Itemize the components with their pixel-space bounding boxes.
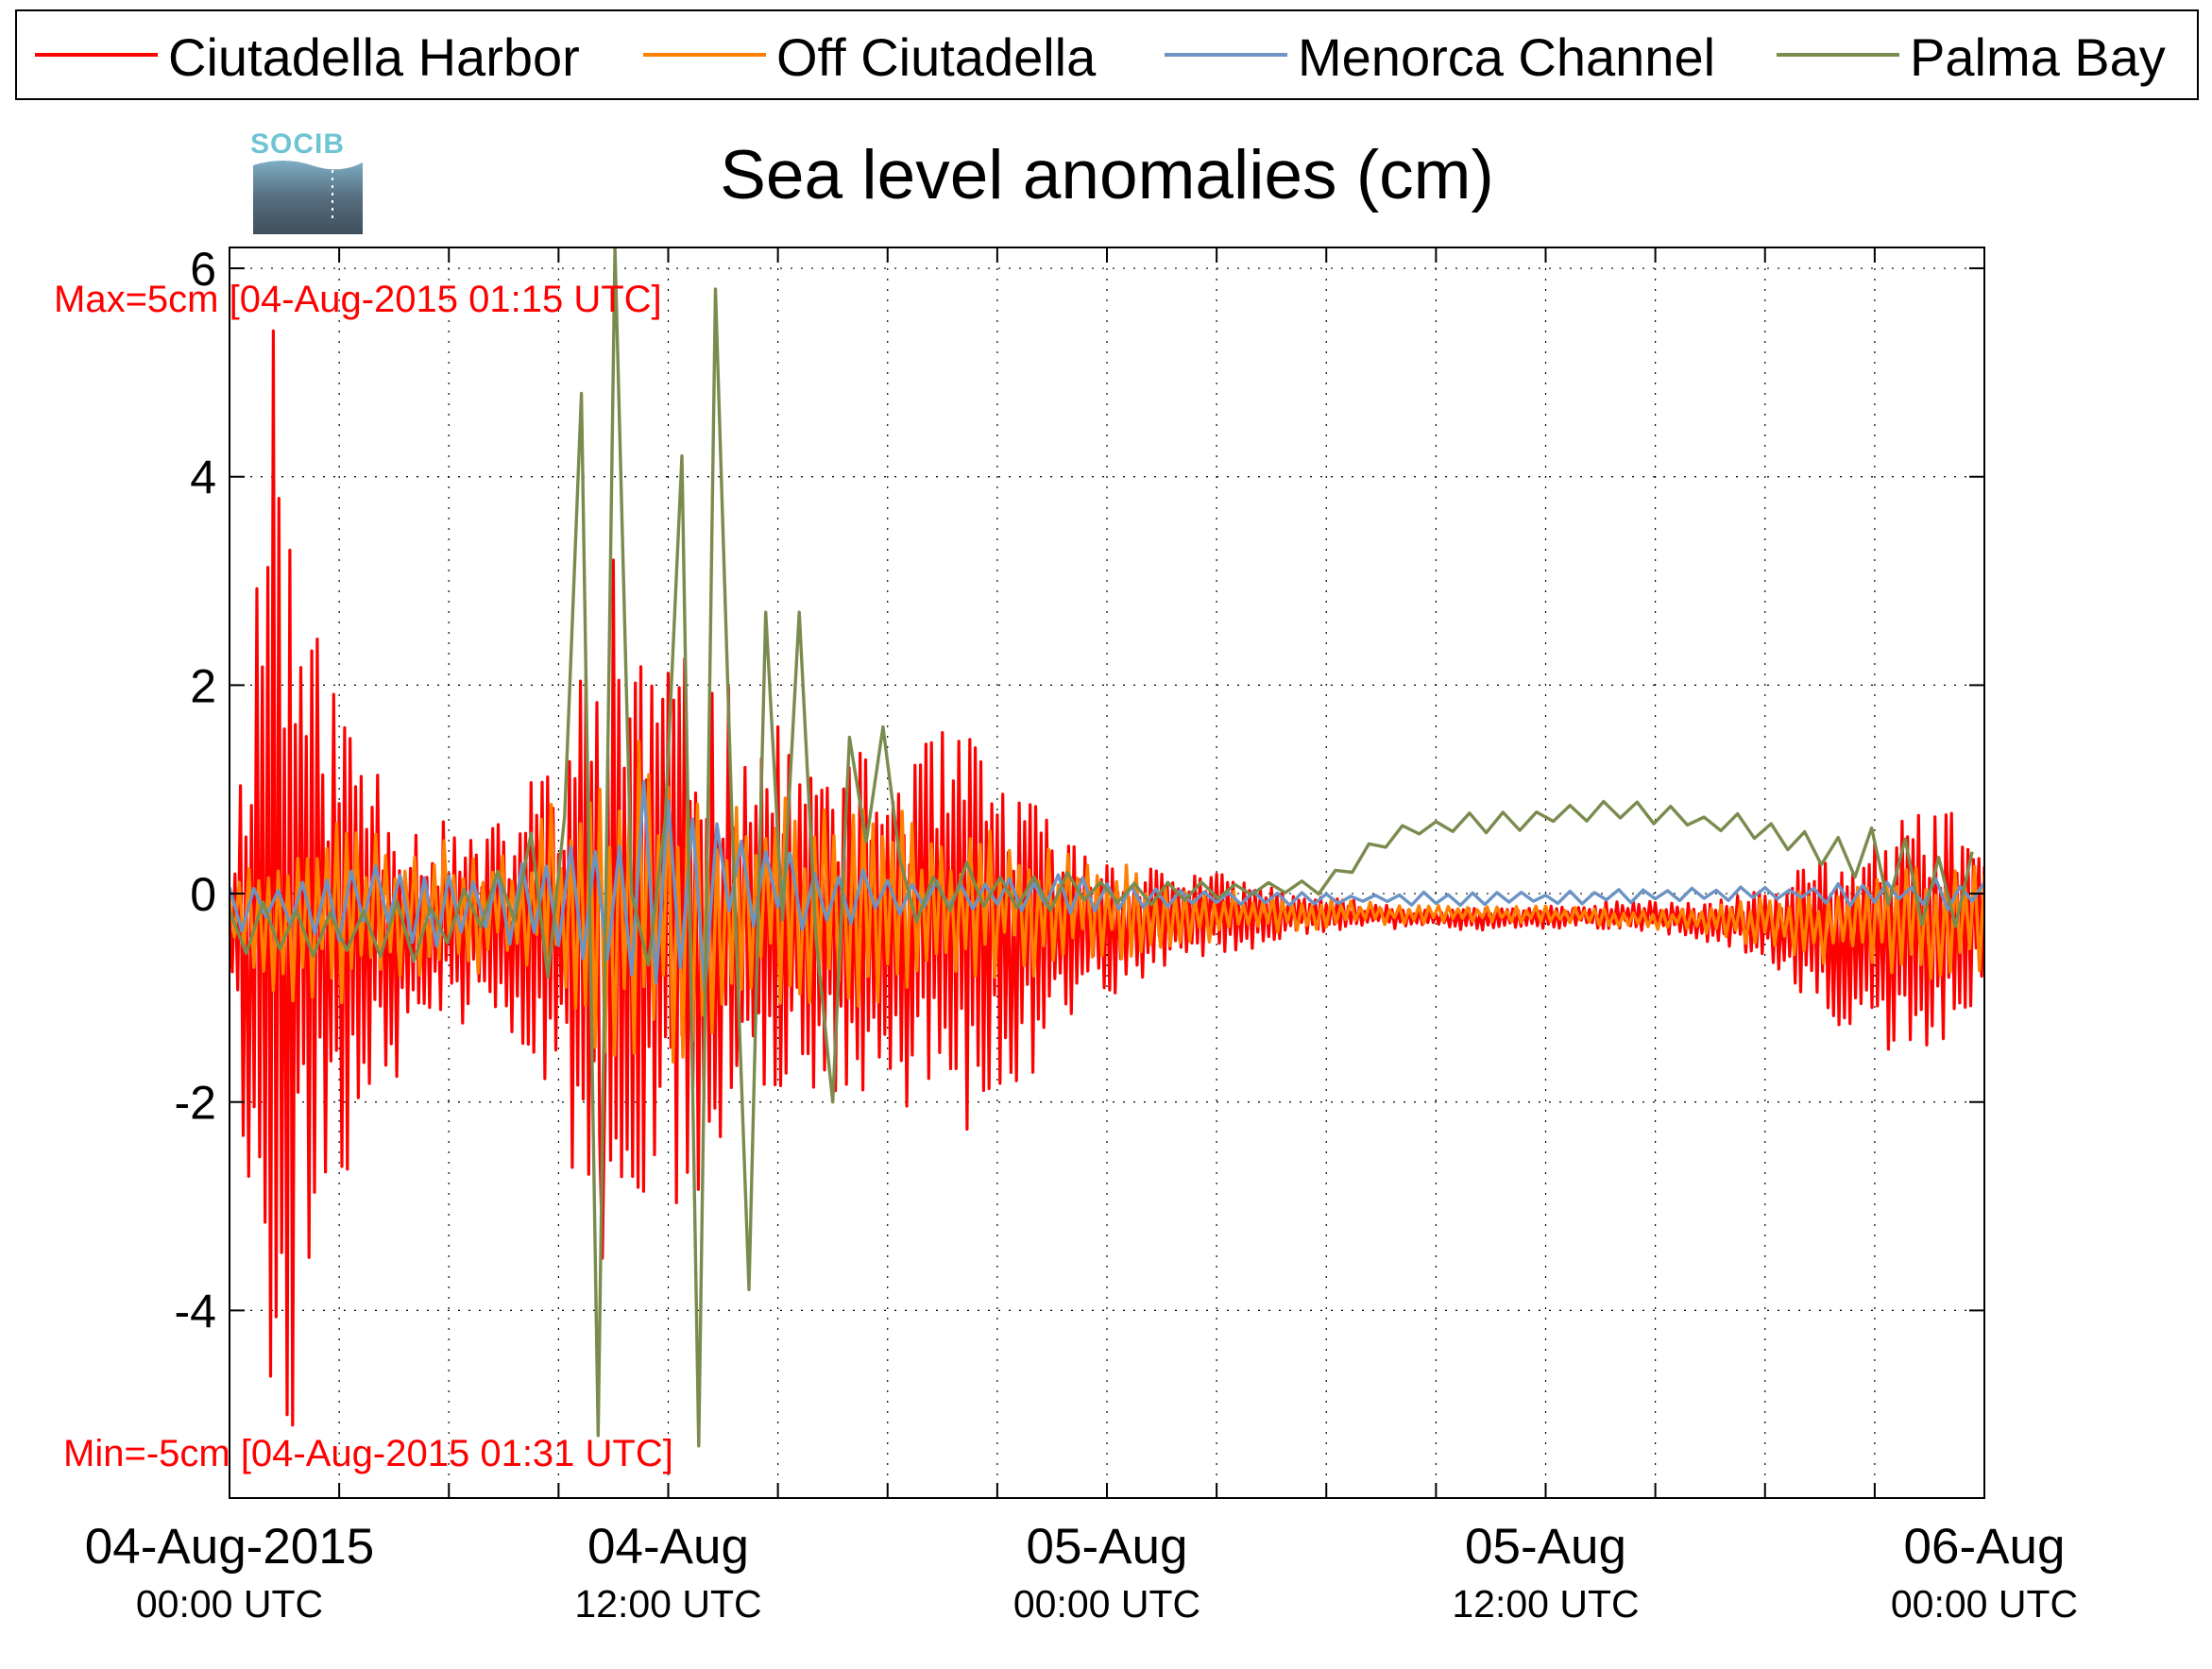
y-tick-label: 2 [190,659,216,712]
x-tick-label: 05-Aug [1027,1519,1188,1575]
chart-title: Sea level anomalies (cm) [720,137,1494,213]
x-tick-sublabel: 00:00 UTC [1891,1582,2078,1626]
y-tick-label: 4 [190,451,216,504]
max-annotation: Max=5cm [04-Aug-2015 01:15 UTC] [54,279,662,320]
x-tick-sublabel: 00:00 UTC [1013,1582,1200,1626]
x-tick-sublabel: 12:00 UTC [574,1582,761,1626]
x-tick-sublabel: 12:00 UTC [1452,1582,1639,1626]
series-line-palma-bay [230,247,1974,1448]
legend-label-ciutadella-harbor: Ciutadella Harbor [168,27,580,87]
legend-label-menorca-channel: Menorca Channel [1298,27,1715,87]
series-layer [230,247,1984,1448]
legend-label-off-ciutadella: Off Ciutadella [776,27,1097,87]
y-tick-label: 6 [190,243,216,296]
x-tick-label: 04-Aug [587,1519,749,1575]
legend-label-palma-bay: Palma Bay [1910,27,2166,87]
x-tick-sublabel: 00:00 UTC [136,1582,323,1626]
series-line-ciutadella-harbor [230,329,1984,1427]
x-tick-label: 06-Aug [1904,1519,2066,1575]
y-tick-label: 0 [190,868,216,921]
x-tick-label: 04-Aug-2015 [85,1519,374,1575]
min-annotation: Min=-5cm [04-Aug-2015 01:31 UTC] [63,1433,673,1474]
axis-ticks [229,247,1985,1498]
y-tick-label: -2 [175,1077,216,1130]
y-tick-label: -4 [175,1285,216,1337]
x-tick-label: 05-Aug [1465,1519,1626,1575]
legend: Ciutadella Harbor Off Ciutadella Menorca… [15,9,2199,100]
logo-text: SOCIB [250,128,345,160]
series-line-menorca-channel [230,779,1984,994]
socib-logo: SOCIB [250,128,363,234]
logo-wave [253,161,363,234]
